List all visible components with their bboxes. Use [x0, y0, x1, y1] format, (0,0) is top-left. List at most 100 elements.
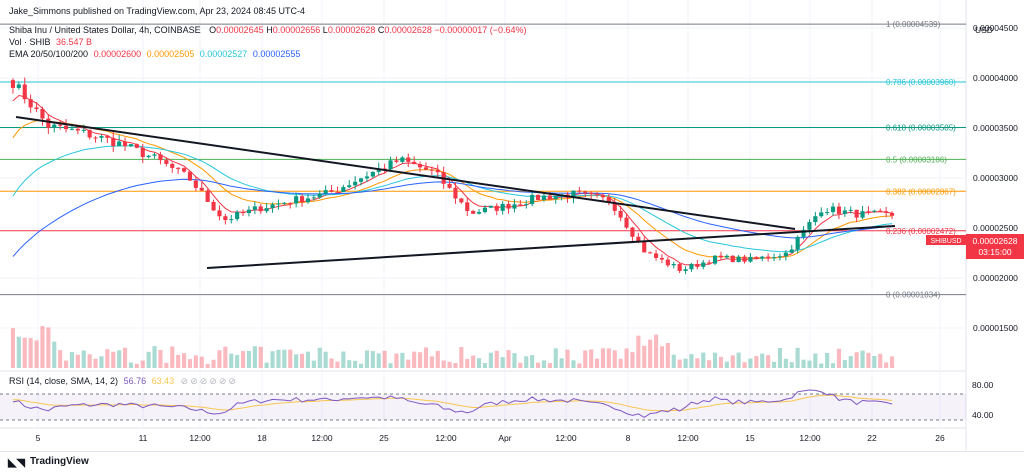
candle-body	[807, 222, 812, 230]
symbol-legend[interactable]: Shiba Inu / United States Dollar, 4h, CO…	[9, 25, 527, 36]
candle-body	[471, 210, 476, 214]
candle-body	[158, 154, 163, 161]
time-tick: 12:00	[435, 433, 457, 443]
candle-body	[252, 206, 257, 210]
volume-bar	[28, 337, 33, 368]
symbol-title[interactable]: Shiba Inu / United States Dollar, 4h, CO…	[9, 25, 201, 35]
volume-bar	[252, 346, 257, 368]
volume-value: 36.547 B	[56, 37, 93, 47]
candle-body	[465, 202, 470, 211]
volume-bar	[624, 348, 629, 368]
time-tick: 25	[379, 433, 389, 443]
volume-bar	[866, 352, 871, 368]
volume-bar	[99, 356, 104, 368]
candle-body	[535, 194, 541, 200]
indicator-toolbar-icons[interactable]: ⊘⊘⊘⊘⊘⊘	[180, 376, 238, 386]
volume-bar	[105, 349, 110, 368]
ascending-trendline[interactable]	[206, 225, 896, 269]
candle-body	[199, 187, 204, 191]
rsi-tick: 80.00	[972, 380, 994, 390]
volume-bar	[276, 349, 281, 368]
ema50-line	[12, 119, 893, 259]
volume-bar	[63, 360, 69, 368]
candle-body	[223, 216, 228, 221]
currency-label[interactable]: USD	[975, 25, 993, 35]
candle-body	[176, 167, 181, 169]
descending-trendline[interactable]	[15, 116, 796, 230]
candle-body	[659, 257, 665, 260]
candle-body	[760, 256, 765, 259]
volume-bar	[471, 355, 476, 368]
volume-bar	[648, 339, 653, 368]
volume-bar	[653, 334, 659, 368]
volume-bar	[382, 350, 387, 368]
volume-bar	[541, 360, 547, 368]
volume-bar	[240, 351, 246, 368]
fib-level-label: 0.786 (0.00003960)	[886, 78, 956, 87]
volume-bar	[760, 353, 765, 368]
candle-body	[600, 194, 606, 198]
volume-bar	[217, 350, 222, 368]
volume-bar	[577, 363, 582, 368]
price-tick: 0.00003000	[973, 173, 1018, 183]
candle-body	[412, 161, 417, 165]
volume-bar	[347, 360, 352, 368]
volume-bar	[606, 348, 611, 368]
volume-bar	[246, 350, 252, 368]
volume-bar	[187, 359, 193, 368]
ema-legend[interactable]: EMA 20/50/100/200 0.00002600 0.00002505 …	[9, 49, 300, 60]
volume-bar	[830, 363, 836, 368]
candle-body	[695, 263, 700, 267]
volume-legend[interactable]: Vol · SHIB 36.547 B	[9, 37, 92, 48]
volume-bar	[288, 349, 293, 368]
volume-bars	[10, 326, 895, 368]
footer-brand: TradingView	[30, 456, 89, 467]
candle-body	[541, 195, 547, 200]
candle-body	[789, 249, 794, 253]
volume-bar	[205, 363, 210, 368]
price-axis[interactable]: 0.00004500 0.00004000 0.00003500 0.00003000…	[973, 23, 1018, 333]
ema100-value: 0.00002527	[199, 49, 248, 59]
candle-body	[417, 164, 423, 168]
volume-bar	[376, 353, 381, 368]
candle-body	[612, 202, 617, 211]
time-tick: 12:00	[555, 433, 577, 443]
candle-body	[341, 187, 346, 193]
volume-bar	[199, 356, 204, 368]
rsi-legend[interactable]: RSI (14, close, SMA, 14, 2) 56.76 63.43 …	[9, 376, 238, 387]
volume-label: Vol · SHIB	[9, 37, 51, 47]
time-tick: 12:00	[189, 433, 211, 443]
volume-bar	[884, 362, 889, 368]
candle-body	[235, 212, 240, 220]
volume-bar	[712, 352, 718, 368]
volume-bar	[75, 354, 80, 368]
volume-bar	[848, 356, 853, 368]
candle-body	[258, 206, 263, 212]
volume-bar	[518, 362, 523, 368]
price-tick: 0.00004000	[973, 73, 1018, 83]
volume-bar	[872, 355, 877, 368]
volume-bar	[52, 341, 57, 368]
volume-bar	[807, 360, 812, 368]
volume-bar	[889, 356, 895, 368]
volume-bar	[565, 349, 570, 368]
volume-bar	[801, 359, 806, 368]
candle-body	[217, 210, 222, 217]
last-price-badge	[966, 234, 1024, 259]
volume-bar	[46, 327, 51, 368]
candlesticks[interactable]	[10, 77, 895, 275]
candle-body	[299, 196, 305, 203]
candle-body	[589, 192, 594, 194]
time-axis[interactable]: 5 11 12:00 18 12:00 25 12:00 Apr 12:00 8 12:00 15 12…	[36, 433, 945, 443]
volume-bar	[553, 348, 558, 368]
candle-body	[583, 191, 588, 193]
time-tick: 26	[935, 433, 945, 443]
volume-bar	[117, 350, 122, 368]
candle-body	[730, 255, 735, 263]
volume-bar	[134, 363, 139, 368]
volume-bar	[659, 346, 665, 368]
volume-bar	[211, 359, 216, 368]
volume-bar	[671, 354, 676, 368]
fib-retracement[interactable]: 1 (0.00004539) 0.786 (0.00003960) 0.618 (0…	[0, 20, 966, 300]
